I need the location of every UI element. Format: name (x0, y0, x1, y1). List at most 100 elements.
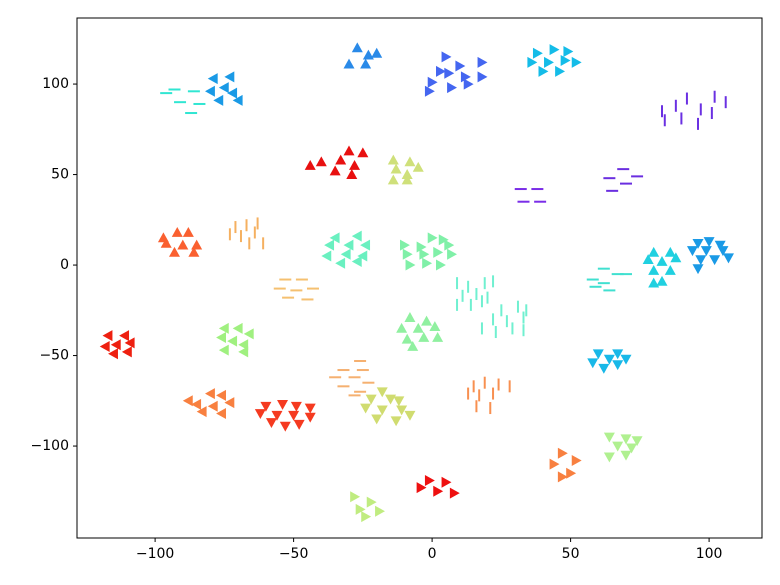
point (722, 253, 734, 264)
point (361, 511, 372, 523)
point (304, 412, 316, 423)
point (343, 239, 354, 251)
point (407, 341, 419, 351)
point (288, 410, 300, 421)
point (402, 248, 413, 260)
point (714, 240, 726, 251)
point (557, 471, 568, 483)
point (357, 250, 368, 262)
point (360, 58, 372, 69)
point (169, 246, 181, 257)
point (205, 85, 215, 97)
point (216, 407, 226, 419)
point (177, 239, 189, 250)
point (191, 239, 203, 250)
point (656, 275, 668, 286)
point (357, 147, 369, 158)
point (642, 254, 654, 265)
point (620, 434, 632, 445)
point (695, 255, 707, 266)
point (243, 328, 254, 340)
point (346, 169, 358, 179)
point (412, 322, 424, 333)
point (121, 346, 132, 358)
point (418, 331, 430, 342)
point (350, 491, 361, 503)
point (191, 398, 202, 410)
point (603, 354, 615, 365)
point (182, 395, 193, 407)
point (218, 344, 229, 356)
point (433, 485, 444, 497)
point (238, 339, 249, 351)
point (612, 441, 624, 452)
point (626, 443, 638, 454)
point (232, 94, 243, 106)
point (124, 337, 135, 349)
point (692, 238, 704, 249)
point (375, 505, 385, 517)
point (396, 405, 408, 416)
point (351, 255, 362, 267)
point (196, 406, 207, 418)
point (544, 56, 554, 68)
point (355, 503, 366, 515)
point (108, 348, 118, 360)
point (387, 154, 399, 165)
y-tick-label: −50 (39, 348, 69, 364)
point (371, 414, 383, 425)
point (232, 322, 243, 334)
point (648, 246, 660, 257)
point (227, 87, 238, 99)
point (304, 403, 316, 414)
point (227, 335, 238, 347)
point (224, 397, 235, 409)
point (700, 246, 712, 257)
point (620, 450, 632, 461)
point (436, 65, 446, 77)
point (527, 56, 538, 68)
point (343, 58, 355, 69)
point (351, 230, 362, 242)
x-tick-label: −100 (136, 546, 174, 562)
x-tick-label: 0 (428, 546, 437, 562)
point (532, 47, 543, 59)
point (612, 349, 624, 360)
point (424, 85, 435, 97)
point (447, 248, 457, 260)
point (321, 250, 332, 262)
point (587, 358, 599, 369)
y-tick-label: 100 (42, 76, 69, 92)
point (390, 163, 402, 174)
point (692, 264, 704, 275)
point (224, 71, 235, 83)
point (429, 321, 441, 331)
point (412, 161, 424, 172)
point (218, 82, 229, 94)
point (566, 467, 577, 479)
point (238, 346, 249, 358)
point (376, 387, 388, 398)
point (279, 421, 291, 432)
point (444, 67, 455, 79)
point (188, 246, 200, 257)
point (620, 354, 632, 365)
point (686, 246, 698, 257)
point (393, 396, 405, 407)
y-tick-label: 50 (51, 167, 69, 183)
x-tick-label: −50 (279, 546, 309, 562)
point (216, 331, 226, 343)
point (557, 447, 568, 459)
point (340, 248, 351, 260)
point (648, 277, 660, 288)
point (265, 418, 277, 429)
point (404, 410, 416, 421)
point (549, 458, 560, 470)
point (560, 55, 571, 67)
point (260, 401, 272, 412)
point (404, 312, 416, 322)
point (656, 255, 668, 266)
point (433, 246, 444, 258)
point (455, 60, 466, 72)
